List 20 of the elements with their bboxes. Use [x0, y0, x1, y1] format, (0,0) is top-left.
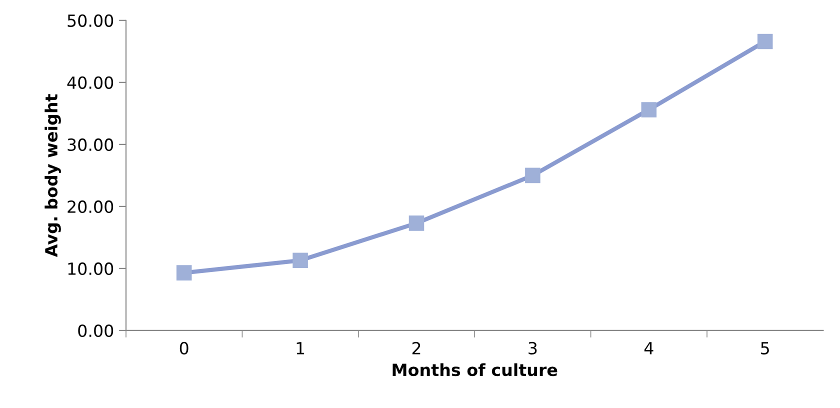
- y-axis-title: Avg. body weight: [44, 94, 61, 258]
- y-tick-label: 30.00: [68, 138, 114, 151]
- point: [641, 102, 657, 118]
- x-tick-label: 4: [644, 342, 654, 354]
- x-tick-label: 0: [180, 342, 188, 354]
- y-tick-label: 20.00: [68, 200, 114, 214]
- x-axis-title: Months of culture: [392, 363, 558, 376]
- x-tick-label: 1: [296, 342, 304, 354]
- x-tick-label: 5: [761, 342, 769, 354]
- point: [757, 34, 773, 50]
- x-tick-label: 3: [528, 342, 537, 354]
- y-tick-label: 0.00: [78, 324, 114, 338]
- point: [408, 216, 424, 231]
- point: [176, 265, 192, 280]
- x-tick-label: 2: [412, 342, 420, 354]
- point: [292, 252, 308, 268]
- y-tick-label: 40.00: [67, 76, 114, 89]
- point: [525, 168, 540, 184]
- y-tick-label: 10.00: [68, 262, 114, 276]
- y-tick-label: 50.00: [68, 14, 114, 27]
